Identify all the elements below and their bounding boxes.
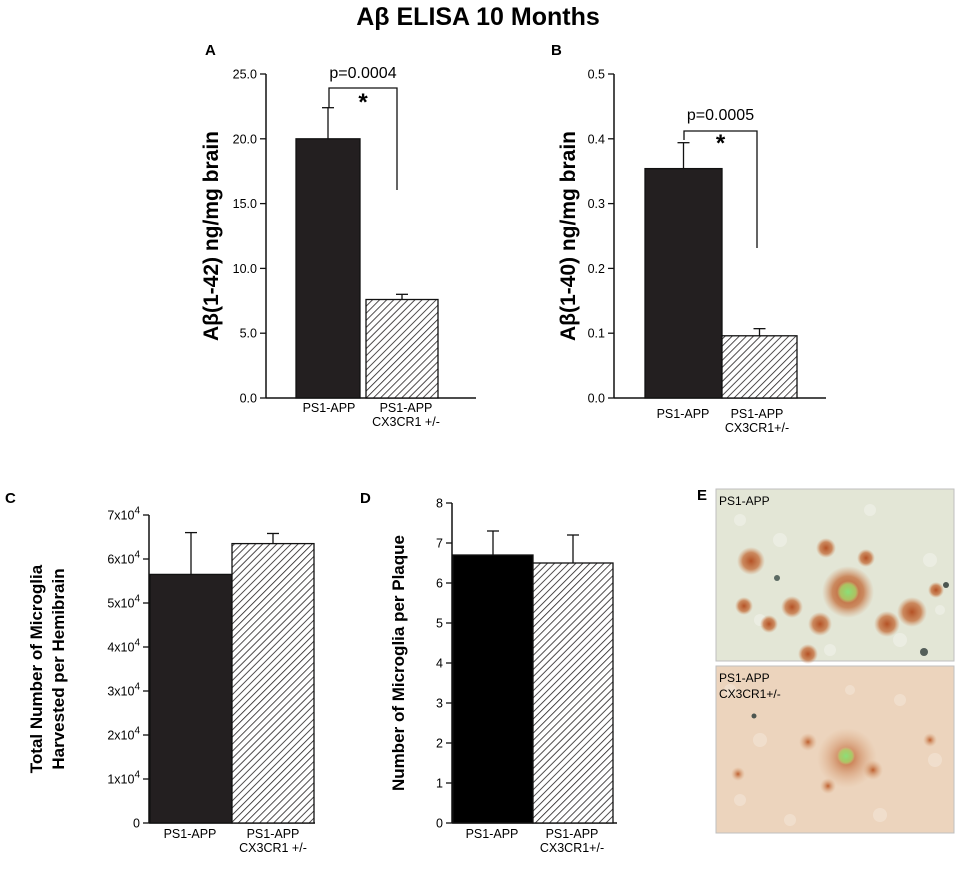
- y-tick-label: 20.0: [233, 132, 257, 146]
- y-axis-label: Aβ(1-40) ng/mg brain: [557, 131, 580, 341]
- category-label: CX3CR1 +/-: [372, 415, 440, 429]
- y-tick-label: 8: [436, 497, 443, 511]
- p-value-label: p=0.0004: [329, 65, 396, 82]
- category-label: PS1-APP: [466, 827, 519, 841]
- micrograph-top-label: PS1-APP: [719, 494, 770, 508]
- y-tick-label: 0.2: [588, 262, 605, 276]
- y-tick-label: 6: [436, 577, 443, 591]
- y-tick-label: 5.0: [240, 327, 257, 341]
- bar: [365, 298, 439, 399]
- y-tick-label: 0: [436, 817, 443, 831]
- panel-c: C 0 1x104 2x104 3x104 4x104 5x104 6x104 7x104 PS1…: [5, 490, 315, 855]
- micrograph-bottom-label-line2: CX3CR1+/-: [719, 687, 781, 701]
- y-tick-label: 5: [436, 617, 443, 631]
- figure-title: Aβ ELISA 10 Months: [356, 3, 600, 31]
- y-tick-label: 0.4: [588, 132, 605, 146]
- y-axis-label: Total Number of Microglia: [27, 564, 46, 773]
- y-tick-label: 6x104: [107, 550, 140, 567]
- panel-label: D: [360, 490, 371, 507]
- y-tick-label: 0.1: [588, 327, 605, 341]
- category-label: PS1-APP: [731, 407, 784, 421]
- significance-bracket: [328, 87, 398, 190]
- panel-label: A: [205, 42, 216, 59]
- y-tick-label: 7x104: [107, 506, 140, 523]
- y-tick-label: 4x104: [107, 638, 140, 655]
- y-tick-label: 10.0: [233, 262, 257, 276]
- category-label: PS1-APP: [657, 407, 710, 421]
- bar: [721, 335, 798, 399]
- y-axis-label: Harvested per Hemibrain: [49, 568, 68, 769]
- bar: [149, 573, 233, 824]
- category-label: CX3CR1+/-: [725, 421, 789, 435]
- y-tick-label: 3x104: [107, 682, 140, 699]
- y-tick-label: 2x104: [107, 726, 140, 743]
- y-tick-label: 1: [436, 777, 443, 791]
- y-tick-label: 0: [133, 817, 140, 831]
- significance-star: *: [716, 130, 726, 157]
- panel-label: B: [551, 42, 562, 59]
- y-tick-label: 0.0: [240, 392, 257, 406]
- y-tick-label: 15.0: [233, 197, 257, 211]
- category-label: CX3CR1+/-: [540, 841, 604, 855]
- y-tick-label: 3: [436, 697, 443, 711]
- y-tick-label: 25.0: [233, 68, 257, 82]
- y-tick-label: 2: [436, 737, 443, 751]
- p-value-label: p=0.0005: [687, 107, 754, 124]
- panel-e: PS1-APP PS1-APP CX3CR1+/-: [697, 487, 955, 834]
- panel-label: C: [5, 490, 16, 507]
- y-axis-label: Aβ(1-42) ng/mg brain: [200, 131, 223, 341]
- y-tick-label: 7: [436, 537, 443, 551]
- micrograph-top: PS1-APP: [715, 488, 955, 664]
- bar: [532, 562, 614, 824]
- category-label: PS1-APP: [546, 827, 599, 841]
- bar: [644, 167, 723, 399]
- category-label: PS1-APP: [247, 827, 300, 841]
- y-tick-label: 1x104: [107, 770, 140, 787]
- micrograph-bottom: PS1-APP CX3CR1+/-: [715, 665, 955, 834]
- y-tick-label: 0.3: [588, 197, 605, 211]
- category-label: PS1-APP: [164, 827, 217, 841]
- bar: [452, 554, 534, 824]
- category-label: PS1-APP: [380, 401, 433, 415]
- y-axis-label: Number of Microglia per Plaque: [389, 535, 408, 791]
- category-label: CX3CR1 +/-: [239, 841, 307, 855]
- micrograph-bottom-label-line1: PS1-APP: [719, 671, 770, 685]
- bar: [295, 138, 361, 399]
- significance-star: *: [358, 89, 368, 116]
- bar: [231, 542, 315, 824]
- y-tick-label: 5x104: [107, 594, 140, 611]
- category-label: PS1-APP: [303, 401, 356, 415]
- panel-e-label: E: [697, 487, 707, 504]
- y-tick-label: 0.5: [588, 68, 605, 82]
- y-tick-label: 4: [436, 657, 443, 671]
- significance-bracket: [683, 130, 758, 248]
- y-tick-label: 0.0: [588, 392, 605, 406]
